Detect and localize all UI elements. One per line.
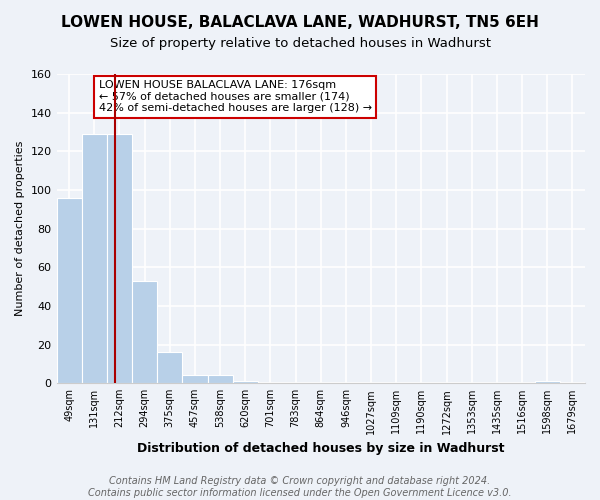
X-axis label: Distribution of detached houses by size in Wadhurst: Distribution of detached houses by size … bbox=[137, 442, 505, 455]
Text: Size of property relative to detached houses in Wadhurst: Size of property relative to detached ho… bbox=[110, 38, 491, 51]
Bar bbox=[56, 198, 82, 383]
Text: Contains HM Land Registry data © Crown copyright and database right 2024.
Contai: Contains HM Land Registry data © Crown c… bbox=[88, 476, 512, 498]
Bar bbox=[82, 134, 107, 383]
Bar bbox=[107, 134, 132, 383]
Bar bbox=[182, 376, 208, 383]
Text: LOWEN HOUSE BALACLAVA LANE: 176sqm
← 57% of detached houses are smaller (174)
42: LOWEN HOUSE BALACLAVA LANE: 176sqm ← 57%… bbox=[99, 80, 372, 114]
Text: LOWEN HOUSE, BALACLAVA LANE, WADHURST, TN5 6EH: LOWEN HOUSE, BALACLAVA LANE, WADHURST, T… bbox=[61, 15, 539, 30]
Bar bbox=[157, 352, 182, 383]
Bar bbox=[233, 381, 258, 383]
Y-axis label: Number of detached properties: Number of detached properties bbox=[15, 141, 25, 316]
Bar bbox=[535, 381, 560, 383]
Bar bbox=[208, 376, 233, 383]
Bar bbox=[132, 281, 157, 383]
